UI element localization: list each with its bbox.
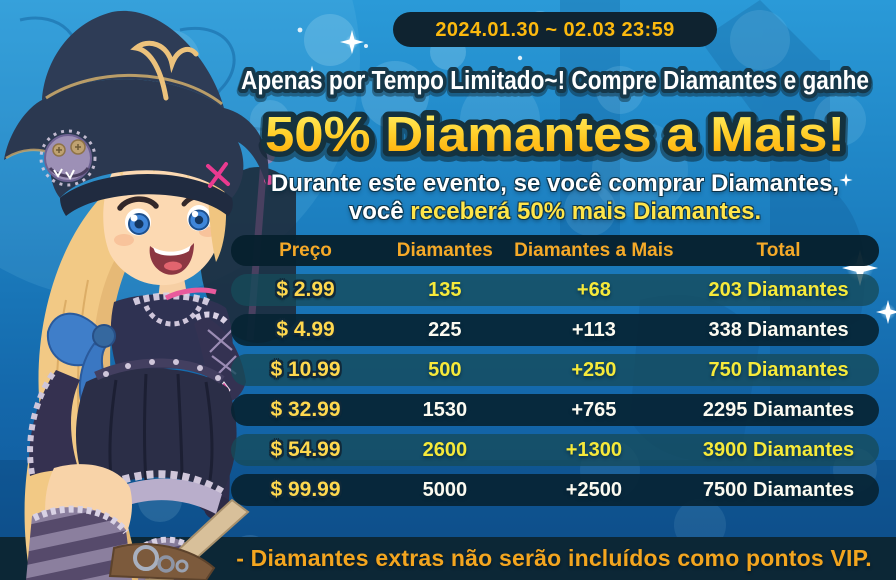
event-tagline: Apenas por Tempo Limitado~! Compre Diama… <box>236 63 875 102</box>
bonus-cell: +250 <box>571 359 617 381</box>
diamonds-cell: 500 <box>428 359 462 381</box>
price-cell: $ 54.99 <box>270 438 341 461</box>
total-cell: 2295 Diamantes <box>702 399 855 421</box>
total-cell: 338 Diamantes <box>708 319 849 341</box>
price-cell: $ 32.99 <box>270 398 341 421</box>
event-content: 2024.01.30 ~ 02.03 23:59 Apenas por Temp… <box>231 0 879 514</box>
diamonds-cell: 225 <box>428 319 462 341</box>
header-diamonds: Diamantes <box>396 240 493 261</box>
event-date-badge: 2024.01.30 ~ 02.03 23:59 <box>393 12 717 47</box>
tagline-text: Apenas por Tempo Limitado~! Compre Diama… <box>241 67 869 95</box>
diamonds-cell: 5000 <box>422 479 468 501</box>
price-cell: $ 10.99 <box>270 358 341 381</box>
diamonds-cell: 1530 <box>422 399 468 421</box>
subtitle-line1: Durante este evento, se você comprar Dia… <box>270 170 840 197</box>
event-title: 50% Diamantes a Mais! 50% Diamantes a Ma… <box>258 103 853 167</box>
event-date-text: 2024.01.30 ~ 02.03 23:59 <box>435 19 675 41</box>
table-row: $ 99.99 5000 +2500 7500 Diamantes <box>231 474 879 506</box>
subtitle-line2: você receberá 50% mais Diamantes. <box>348 198 762 225</box>
header-price: Preço <box>279 240 332 261</box>
plush-badge <box>39 129 97 187</box>
footnote-text: - Diamantes extras não serão incluídos c… <box>236 545 872 571</box>
sheathed-blade <box>108 498 250 580</box>
bonus-cell: +765 <box>571 399 617 421</box>
total-cell: 7500 Diamantes <box>702 479 855 501</box>
price-cell: $ 2.99 <box>276 278 335 301</box>
total-cell: 3900 Diamantes <box>702 439 855 461</box>
character-art <box>4 10 296 580</box>
header-bonus: Diamantes a Mais <box>514 240 674 261</box>
bonus-cell: +68 <box>576 279 611 301</box>
title-text: 50% Diamantes a Mais! <box>265 108 845 162</box>
price-cell: $ 4.99 <box>276 318 335 341</box>
striped-stocking <box>26 507 132 580</box>
total-cell: 203 Diamantes <box>708 279 849 301</box>
svg-text:Apenas por Tempo Limitado~! Co: Apenas por Tempo Limitado~! Compre Diama… <box>241 69 869 97</box>
header-total: Total <box>756 240 801 261</box>
event-subtitle: Durante este evento, se você comprar Dia… <box>231 170 879 226</box>
table-row: $ 32.99 1530 +765 2295 Diamantes <box>231 394 879 426</box>
bonus-cell: +1300 <box>565 439 622 461</box>
diamonds-cell: 2600 <box>422 439 468 461</box>
table-row: $ 2.99 135 +68 203 Diamantes <box>231 274 879 306</box>
ahoge <box>130 40 199 101</box>
subtitle-highlight: receberá 50% mais Diamantes. <box>410 198 762 225</box>
mouth <box>149 243 194 275</box>
table-header-row: Preço Diamantes Diamantes a Mais Total <box>231 235 879 266</box>
eyes-icon <box>117 182 219 236</box>
price-cell: $ 99.99 <box>270 478 341 501</box>
table-row: $ 10.99 500 +250 750 Diamantes <box>231 354 879 386</box>
hairpin-icon <box>206 162 230 188</box>
diamonds-cell: 135 <box>428 279 462 301</box>
bonus-cell: +2500 <box>565 479 622 501</box>
table-row: $ 54.99 2600 +1300 3900 Diamantes <box>231 434 879 466</box>
diamond-price-table: Preço Diamantes Diamantes a Mais Total $… <box>231 235 879 506</box>
bonus-cell: +113 <box>571 319 616 341</box>
table-row: $ 4.99 225 +113 338 Diamantes <box>231 314 879 346</box>
svg-text:50% Diamantes a Mais!: 50% Diamantes a Mais! <box>265 111 845 165</box>
total-cell: 750 Diamantes <box>708 359 849 381</box>
